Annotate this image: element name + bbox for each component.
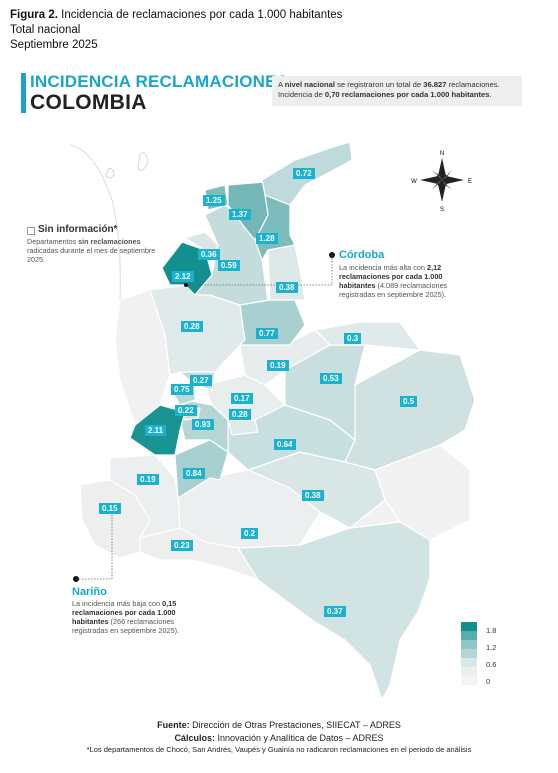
value-meta: 0.64	[274, 439, 296, 450]
cordoba-text-2: (4.089 reclamaciones registradas en sept…	[339, 281, 448, 299]
legend-swatch-2	[461, 631, 477, 640]
value-atlantico: 1.25	[203, 195, 225, 206]
sin-info-text-c: radicadas durante el mes de septiembre 2…	[27, 246, 156, 264]
value-amazonas: 0.37	[324, 606, 346, 617]
legend-swatch-3	[461, 640, 477, 649]
summary-text: .	[489, 90, 492, 99]
value-casanare: 0.53	[320, 373, 342, 384]
providencia-island	[105, 167, 115, 179]
legend-label-1: 1.8	[486, 626, 497, 635]
map-subtitle: COLOMBIA	[30, 91, 147, 114]
footer-calc-label: Cálculos:	[174, 733, 215, 743]
sin-info-text: Departamentos sin reclamaciones radicada…	[27, 237, 167, 264]
title-accent-bar	[21, 73, 26, 113]
footer-calc: Cálculos: Innovación y Analítica de Dato…	[0, 733, 558, 743]
legend-label-3: 0.6	[486, 660, 497, 669]
narino-text-1: La incidencia más baja con	[72, 599, 163, 608]
narino-text-2: (266 reclamaciones registradas en septie…	[72, 617, 180, 635]
sin-info-title: Sin información*	[38, 224, 118, 235]
value-cesar: 1.28	[256, 233, 278, 244]
value-putumayo: 0.23	[171, 540, 193, 551]
sin-info-text-b: sin reclamaciones	[78, 237, 141, 246]
value-santander: 0.77	[256, 328, 278, 339]
summary-incidence: 0,70 reclamaciones por cada 1.000 habita…	[324, 90, 490, 99]
footer-source-label: Fuente:	[157, 720, 190, 730]
compass-rose-icon: N S E W	[411, 151, 472, 213]
value-bolivar: 0.59	[218, 260, 240, 271]
value-antioquia: 0.28	[181, 321, 203, 332]
legend-swatch-5	[461, 658, 477, 667]
sin-info-text-a: Departamentos	[27, 237, 79, 246]
narino-callout-text: La incidencia más baja con 0,15 reclamac…	[72, 599, 200, 635]
summary-text: se registraron un total de	[335, 80, 424, 89]
summary-text: A	[278, 80, 285, 89]
region-vaupes	[349, 499, 401, 529]
legend-label-2: 1.2	[486, 643, 497, 652]
legend-swatch-1	[461, 622, 477, 631]
value-tolima: 0.93	[192, 419, 214, 430]
value-arauca: 0.3	[344, 333, 362, 344]
value-narino: 0.15	[99, 503, 121, 514]
value-sucre: 0.36	[198, 249, 220, 260]
narino-callout-title: Nariño	[72, 586, 107, 598]
value-nsantander: 0.38	[276, 282, 298, 293]
narino-text-bold: 0,15 reclamaciones por cada 1.000 habita…	[72, 599, 177, 626]
value-boyaca: 0.19	[267, 360, 289, 371]
footer-source-text: Dirección de Otras Prestaciones, SIIECAT…	[189, 720, 401, 730]
summary-total: 36.827	[423, 80, 447, 89]
panama-outline	[69, 144, 121, 301]
compass-n: N	[440, 151, 444, 157]
legend-swatch-6	[461, 667, 477, 676]
figure-title: Incidencia de reclamaciones por cada 1.0…	[61, 9, 343, 21]
value-cundinamarca: 0.17	[231, 393, 253, 404]
region-putumayo	[139, 527, 259, 581]
region-cauca	[109, 454, 181, 539]
footer-note: *Los departamentos de Chocó, San Andrés,…	[86, 745, 472, 754]
value-vichada: 0.5	[400, 396, 418, 407]
legend-swatch-7	[461, 676, 477, 685]
value-quindio: 0.22	[175, 405, 197, 416]
legend-swatch-4	[461, 649, 477, 658]
figure-caption: Figura 2. Incidencia de reclamaciones po…	[10, 8, 342, 22]
value-guajira: 0.72	[293, 168, 315, 179]
footer-source: Fuente: Dirección de Otras Prestaciones,…	[0, 720, 558, 730]
sin-info-swatch	[27, 227, 35, 235]
compass-s: S	[440, 207, 444, 213]
summary-text: Incidencia de	[278, 90, 325, 99]
cordoba-callout-text: La incidencia más alta con 2,12 reclamac…	[339, 263, 464, 299]
compass-e: E	[468, 179, 472, 185]
value-magdalena: 1.37	[229, 209, 251, 220]
cordoba-text-1: La incidencia más alta con	[339, 263, 428, 272]
national-summary-box: A nivel nacional se registraron un total…	[272, 76, 522, 106]
value-caqueta: 0.2	[241, 528, 259, 539]
figure-period: Septiembre 2025	[10, 39, 98, 51]
san-andres-islands	[137, 152, 149, 171]
cordoba-text-bold: 2,12 reclamaciones por cada 1.000 habita…	[339, 263, 443, 290]
figure-label: Figura 2.	[10, 9, 58, 21]
value-huila: 0.84	[183, 468, 205, 479]
region-bogota	[227, 419, 259, 436]
cordoba-callout-title: Córdoba	[339, 249, 385, 261]
summary-text: reclamaciones.	[446, 80, 500, 89]
value-cordoba: 2.12	[172, 271, 194, 282]
region-vichada	[344, 349, 476, 471]
footer-calc-text: Innovación y Analítica de Datos – ADRES	[214, 733, 384, 743]
value-caldas: 0.27	[190, 375, 212, 386]
figure-scope: Total nacional	[10, 24, 81, 36]
legend-label-4: 0	[486, 677, 491, 686]
value-risaralda: 0.75	[171, 384, 193, 395]
value-guaviare: 0.38	[302, 490, 324, 501]
compass-w: W	[411, 179, 417, 185]
map-title: INCIDENCIA RECLAMACIONES	[30, 72, 289, 91]
value-valle: 2.11	[145, 425, 167, 436]
value-cauca: 0.19	[137, 474, 159, 485]
value-bogota: 0.28	[229, 409, 251, 420]
summary-bold: nivel nacional	[284, 80, 335, 89]
